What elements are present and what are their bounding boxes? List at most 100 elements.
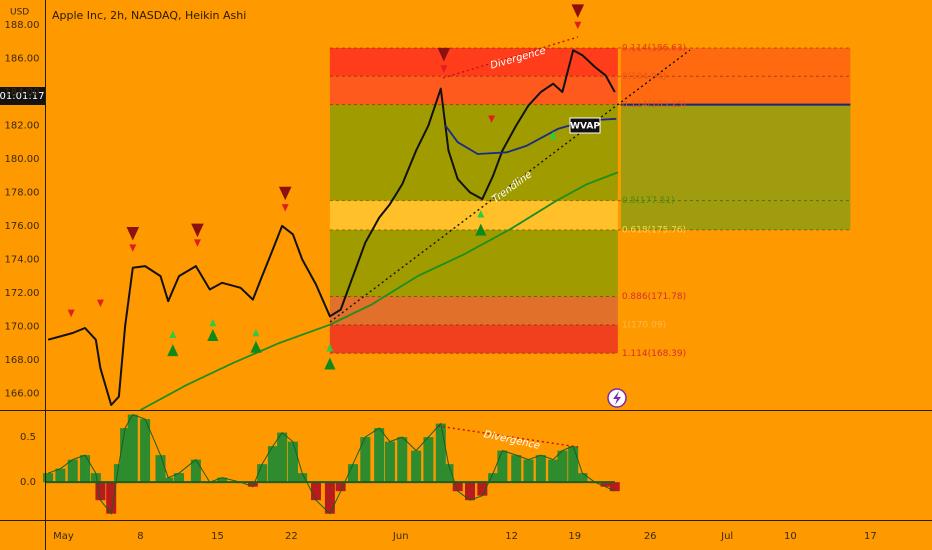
osc-bar bbox=[347, 464, 358, 483]
y-tick-label: 170.00 bbox=[5, 321, 40, 332]
osc-bar bbox=[173, 473, 184, 483]
x-tick-label: 26 bbox=[644, 531, 657, 542]
osc-bar bbox=[163, 477, 174, 483]
fib-level-label: 0.618(175.76) bbox=[622, 225, 686, 235]
alert-icon-bolt bbox=[613, 391, 621, 405]
y-tick-label: 186.00 bbox=[5, 54, 40, 65]
osc-bar bbox=[557, 450, 568, 483]
signal-marker bbox=[252, 328, 260, 337]
signal-marker bbox=[278, 186, 292, 201]
osc-bar bbox=[411, 450, 422, 483]
osc-bar bbox=[423, 437, 434, 483]
signal-marker bbox=[477, 210, 485, 218]
y-tick-label: 0.0 bbox=[20, 477, 36, 488]
osc-bar bbox=[488, 473, 499, 483]
osc-bar bbox=[267, 446, 278, 483]
timer: 01:01:17 bbox=[0, 91, 44, 102]
fib-zone bbox=[329, 229, 618, 297]
signal-marker bbox=[437, 47, 451, 62]
y-tick-label: 174.00 bbox=[5, 254, 40, 265]
x-tick-label: May bbox=[53, 531, 74, 542]
signal-marker bbox=[126, 226, 140, 241]
fib-zone bbox=[329, 200, 618, 230]
y-tick-label: 182.00 bbox=[5, 121, 40, 132]
signal-marker bbox=[326, 343, 334, 352]
osc-bar bbox=[511, 455, 522, 483]
osc-bar bbox=[435, 423, 446, 483]
osc-bar bbox=[120, 428, 131, 483]
x-tick-label: 19 bbox=[568, 531, 581, 542]
osc-bar bbox=[140, 419, 151, 483]
fib-zone bbox=[329, 324, 618, 354]
signal-marker bbox=[475, 223, 487, 236]
signal-marker bbox=[250, 340, 262, 353]
fib-level-label: 1(170.09) bbox=[622, 320, 666, 330]
fib-extension-zone bbox=[620, 104, 851, 230]
osc-bar bbox=[90, 473, 101, 483]
fib-extension-zone bbox=[620, 48, 851, 105]
y-tick-label: 176.00 bbox=[5, 221, 40, 232]
osc-bar bbox=[113, 464, 124, 483]
osc-bar bbox=[247, 482, 258, 487]
signal-marker bbox=[209, 318, 217, 327]
osc-bar bbox=[397, 437, 408, 483]
osc-bar bbox=[257, 464, 268, 483]
osc-bar bbox=[335, 482, 346, 492]
x-tick-label: Jul bbox=[720, 531, 733, 542]
osc-bar bbox=[287, 441, 298, 483]
signal-marker bbox=[191, 223, 204, 238]
fib-level-label: 1.114(168.39) bbox=[622, 349, 686, 359]
signal-marker bbox=[571, 4, 585, 18]
osc-bar bbox=[324, 482, 335, 514]
vwap-label-box bbox=[569, 117, 601, 134]
osc-bar bbox=[311, 482, 322, 501]
y-tick-label: 184.00 bbox=[5, 87, 40, 98]
osc-bar bbox=[67, 459, 78, 483]
chart-title: Apple Inc, 2h, NASDAQ, Heikin Ashi bbox=[52, 9, 246, 22]
signal-marker bbox=[96, 299, 104, 308]
osc-bar bbox=[548, 459, 559, 483]
y-tick-label: 180.00 bbox=[5, 154, 40, 165]
x-tick-label: 22 bbox=[285, 531, 298, 542]
osc-bar bbox=[190, 459, 201, 483]
x-tick-label: 8 bbox=[137, 531, 143, 542]
fib-level-label: 0.5(177.51) bbox=[622, 196, 675, 206]
osc-bar bbox=[217, 477, 228, 483]
fib-level-label: 0(184.94) bbox=[622, 72, 666, 82]
y-tick-label: 178.00 bbox=[5, 187, 40, 198]
fib-zones bbox=[329, 47, 851, 354]
osc-divergence-line bbox=[437, 425, 579, 448]
x-tick-label: Jun bbox=[392, 531, 409, 542]
signal-marker bbox=[207, 329, 219, 342]
osc-bar bbox=[497, 450, 508, 483]
osc-divergence-label: Divergence bbox=[483, 429, 541, 452]
series-line bbox=[140, 171, 619, 411]
osc-bar bbox=[600, 482, 611, 487]
series-line bbox=[47, 49, 616, 406]
fib-level-label: 0.114(183.25) bbox=[622, 100, 686, 110]
signal-marker bbox=[281, 204, 289, 212]
osc-bar bbox=[127, 414, 138, 483]
osc-bar bbox=[55, 468, 66, 483]
vwap-label: WVAP bbox=[570, 122, 600, 132]
osc-bar bbox=[535, 455, 546, 483]
osc-bar bbox=[297, 473, 308, 483]
osc-bar bbox=[568, 446, 579, 483]
fib-zone bbox=[329, 76, 618, 105]
fib-level-label: 0.114(186.63) bbox=[622, 44, 686, 54]
signal-marker bbox=[167, 344, 179, 357]
y-tick-label: 166.00 bbox=[5, 388, 40, 399]
osc-bar bbox=[523, 459, 534, 483]
signal-marker bbox=[440, 65, 448, 73]
signal-marker bbox=[67, 309, 75, 318]
fib-level-label: 0.886(171.78) bbox=[622, 292, 686, 302]
signal-marker bbox=[574, 21, 582, 30]
osc-bar bbox=[277, 432, 288, 483]
osc-bar bbox=[443, 464, 454, 483]
osc-bar bbox=[465, 482, 476, 501]
divergence-line bbox=[442, 36, 579, 79]
signal-marker bbox=[169, 330, 177, 339]
osc-bar bbox=[384, 441, 395, 483]
signal-marker bbox=[488, 115, 496, 123]
